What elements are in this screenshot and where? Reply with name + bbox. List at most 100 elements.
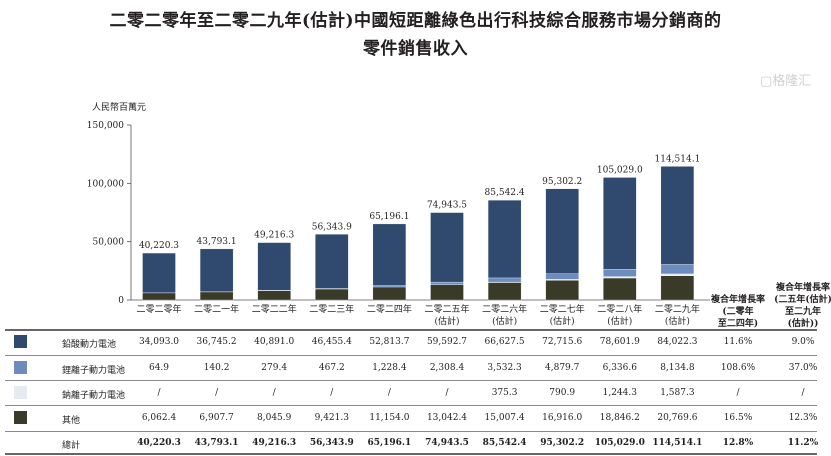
table-cell: /: [272, 388, 276, 398]
bar-segment: [257, 242, 291, 291]
table-cell: 56,343.9: [309, 438, 354, 448]
x-tick-label: 二零二一年: [194, 303, 239, 315]
table-cell: 78,601.9: [599, 337, 640, 347]
y-tick-label: 100,000: [87, 179, 124, 189]
x-tick-label-sub: (估計): [550, 315, 575, 327]
x-tick-label: 二零二八年: [597, 303, 642, 315]
bar-total-label: 105,029.0: [597, 165, 643, 175]
cagr-cell-1: 16.5%: [723, 413, 753, 423]
bar-segment: [487, 277, 522, 283]
row-label: 鋰離子動力電池: [62, 366, 126, 376]
y-axis-unit: 人民幣百萬元: [92, 103, 147, 113]
row-label: 其他: [62, 416, 81, 426]
table-cell: 1,228.4: [372, 363, 407, 373]
table-cell: 46,455.4: [311, 337, 352, 347]
x-tick-label-sub: (估計): [434, 315, 459, 327]
bar-segment: [487, 200, 522, 279]
table-cell: 64.9: [148, 363, 170, 373]
bar-segment: [257, 290, 291, 301]
table-divider: [5, 355, 817, 356]
watermark-logo: ▢格隆汇: [760, 74, 812, 89]
cagr-header-2: 複合年增長率: [775, 283, 830, 293]
table-cell: 59,592.7: [426, 337, 468, 347]
table-cell: 105,029.0: [594, 438, 645, 448]
legend-swatch: [14, 386, 27, 399]
table-cell: 84,022.3: [657, 337, 698, 347]
bar-segment: [603, 177, 637, 270]
cagr-cell-2: 12.3%: [788, 413, 818, 423]
table-cell: 34,093.0: [138, 337, 180, 347]
cagr-header-1: (二零年: [722, 307, 754, 317]
table-cell: /: [330, 388, 334, 398]
x-tick-label: 二零二七年: [540, 303, 585, 315]
table-cell: 790.9: [549, 388, 576, 398]
cagr-cell-2: 37.0%: [788, 363, 818, 373]
table-cell: 467.2: [318, 363, 345, 373]
table-cell: 36,745.2: [196, 337, 237, 347]
table-cell: 3,532.3: [487, 363, 522, 373]
cagr-cell-1: /: [736, 388, 740, 398]
bar-segment: [315, 288, 349, 301]
table-cell: 140.2: [203, 363, 230, 373]
bar-total-label: 114,514.1: [654, 154, 700, 164]
bar-segment: [603, 277, 637, 301]
bar-segment: [545, 280, 579, 301]
legend-swatch: [14, 411, 27, 424]
bar-segment: [660, 275, 695, 301]
table-cell: 16,916.0: [542, 413, 583, 423]
table-cell: 40,220.3: [137, 438, 181, 448]
legend-swatch: [14, 361, 27, 374]
y-tick-label: 0: [118, 296, 124, 306]
bar-segment: [430, 281, 464, 285]
table-cell: 114,514.1: [652, 438, 703, 448]
table-cell: 8,134.8: [660, 363, 695, 373]
bar-total-label: 65,196.1: [369, 212, 409, 222]
cagr-header-2: 至二九年: [784, 307, 821, 317]
table-divider: [5, 431, 817, 432]
table-cell: 74,943.5: [425, 438, 469, 448]
table-cell: 6,336.6: [602, 363, 637, 373]
legend-swatch: [14, 335, 27, 348]
bar-segment: [372, 285, 407, 288]
bar-segment: [372, 223, 407, 286]
cagr-cell-2: 11.2%: [787, 438, 819, 448]
table-cell: 40,891.0: [254, 337, 295, 347]
table-cell: /: [387, 388, 391, 398]
bar-segment: [545, 273, 579, 280]
table-divider: [5, 405, 817, 406]
table-cell: 72,715.6: [542, 337, 583, 347]
x-tick-label: 二零二三年: [309, 303, 354, 315]
table-cell: 8,045.9: [257, 413, 292, 423]
bar-segment: [660, 166, 695, 265]
table-cell: 1,244.3: [602, 388, 637, 398]
bar-segment: [142, 252, 176, 294]
x-tick-label: 二零二六年: [482, 303, 527, 315]
table-cell: 13,042.4: [426, 413, 468, 423]
x-tick-label-sub: (估計): [607, 315, 632, 327]
table-cell: 15,007.4: [484, 413, 525, 423]
bar-segment: [545, 188, 579, 274]
table-divider: [5, 380, 817, 381]
chart-title-line2: 零件銷售收入: [363, 39, 468, 59]
table-cell: /: [157, 388, 161, 398]
y-tick-label: 50,000: [93, 238, 125, 248]
x-tick-label: 二零二零年: [136, 303, 181, 315]
row-label: 鈉離子動力電池: [62, 391, 126, 401]
row-label: 鉛酸動力電池: [62, 340, 117, 350]
cagr-header-1: 複合年增長率: [710, 295, 765, 305]
bar-segment: [142, 292, 176, 301]
cagr-cell-2: /: [801, 388, 805, 398]
table-cell: 20,769.6: [657, 413, 698, 423]
x-tick-label-sub: (估計): [665, 315, 690, 327]
bar-total-label: 85,542.4: [485, 188, 525, 198]
table-cell: 279.4: [261, 363, 288, 373]
cagr-cell-1: 11.6%: [723, 337, 753, 347]
bar-segment: [199, 248, 234, 292]
bar-total-label: 40,220.3: [139, 241, 179, 251]
y-tick-label: 150,000: [87, 121, 124, 131]
table-divider: [5, 453, 817, 455]
bar-total-label: 56,343.9: [312, 222, 352, 232]
bar-segment: [660, 273, 695, 276]
